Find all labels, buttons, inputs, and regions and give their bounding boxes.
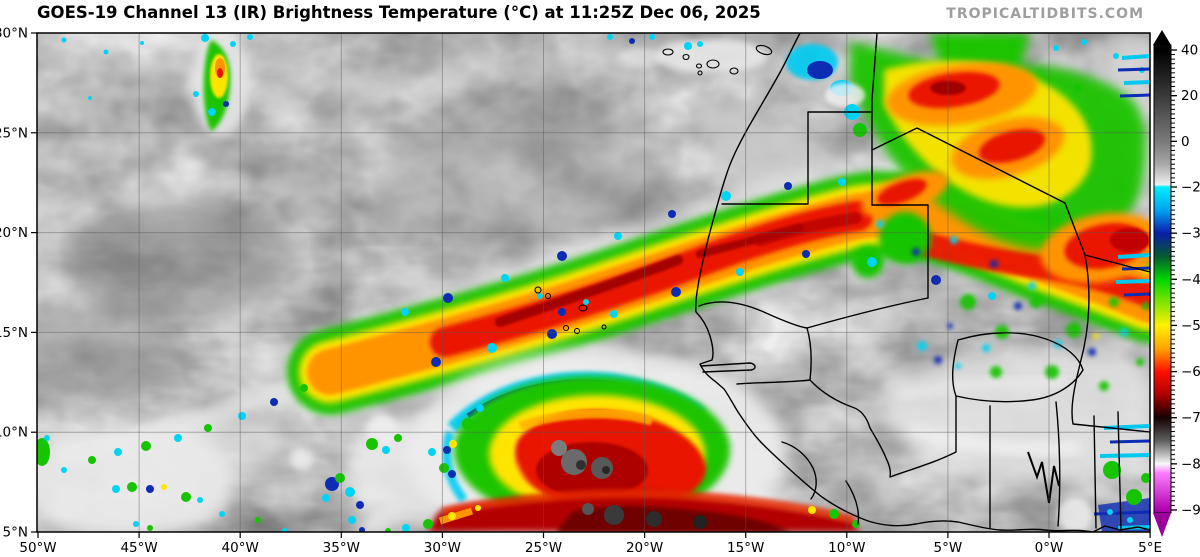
tropicaltidbits-watermark: TROPICALTIDBITS.COM xyxy=(946,6,1144,22)
x-tick-label: 40°W xyxy=(222,540,259,556)
colorbar-tick-label: 20 xyxy=(1181,88,1198,104)
y-axis: 30°N 25°N 20°N 15°N 10°N 5°N xyxy=(0,26,37,541)
africa-coastline xyxy=(695,33,1150,532)
colorbar-ticks: 40 20 0 −20 −30 −40 −50 −60 −70 −80 −90 xyxy=(1171,43,1200,519)
latlon-gridlines xyxy=(37,33,1150,532)
colorbar-bottom-arrow xyxy=(1153,513,1171,537)
scattered-convection-right xyxy=(876,220,1150,391)
burkina-faso-borders xyxy=(951,332,1084,403)
x-tick-label: 5°W xyxy=(934,540,963,556)
x-tick-label: 5°E xyxy=(1138,540,1162,556)
colorbar-tick-label: −60 xyxy=(1181,364,1200,380)
colorbar: 40 20 0 −20 −30 −40 −50 −60 −70 −80 −90 xyxy=(1153,30,1200,537)
sierra-leone-border xyxy=(781,441,817,500)
colorbar-gradient-bar xyxy=(1153,44,1172,514)
guinea-borders xyxy=(809,379,892,478)
southern-convective-system xyxy=(345,350,788,532)
cloud-speckles xyxy=(37,34,1145,532)
map-frame xyxy=(36,32,1151,533)
bottom-edge-convection xyxy=(385,489,860,532)
cape-verde-islands-outline xyxy=(534,286,607,335)
western-sahara-borders xyxy=(721,111,873,205)
y-tick-label: 15°N xyxy=(0,325,28,341)
x-tick-label: 0°W xyxy=(1035,540,1064,556)
colorbar-tick-label: −30 xyxy=(1181,226,1200,242)
canary-islands-outline xyxy=(662,44,773,76)
colorbar-tick-label: −20 xyxy=(1181,179,1200,195)
x-tick-label: 20°W xyxy=(626,540,663,556)
colorbar-tick-label: −50 xyxy=(1181,318,1200,334)
colorbar-top-arrow xyxy=(1153,30,1171,45)
x-axis: 50°W 45°W 40°W 35°W 30°W 25°W 20°W 15°W 10°W 5°W 0… xyxy=(19,532,1162,556)
gambia-border xyxy=(700,362,756,373)
colorbar-tick-label: −70 xyxy=(1181,410,1200,426)
y-tick-label: 30°N xyxy=(0,26,28,42)
y-tick-label: 20°N xyxy=(0,225,28,241)
y-tick-label: 25°N xyxy=(0,125,28,141)
image-title: GOES-19 Channel 13 (IR) Brightness Tempe… xyxy=(37,3,761,22)
x-tick-label: 50°W xyxy=(19,540,56,556)
ivory-coast-border xyxy=(889,395,957,478)
colorbar-tick-label: −40 xyxy=(1181,272,1200,288)
x-tick-label: 25°W xyxy=(525,540,562,556)
x-tick-label: 10°W xyxy=(828,540,865,556)
algeria-mali-niger-borders xyxy=(871,127,1150,433)
dark-ocean-patches xyxy=(37,110,670,400)
x-tick-label: 35°W xyxy=(323,540,360,556)
colorbar-tick-label: −90 xyxy=(1181,503,1200,519)
ghana-togo-benin-borders xyxy=(989,401,1122,531)
topleft-convective-cell xyxy=(191,33,253,138)
morocco-algeria-border xyxy=(871,33,878,206)
colorbar-tick-label: 40 xyxy=(1181,43,1198,59)
mauritania-mali-border xyxy=(806,204,929,329)
lake-volta-outline xyxy=(1027,451,1060,504)
y-tick-label: 5°N xyxy=(3,525,28,541)
colorbar-tick-label: 0 xyxy=(1181,134,1190,150)
senegal-borders xyxy=(698,301,812,385)
x-tick-label: 30°W xyxy=(424,540,461,556)
y-tick-label: 10°N xyxy=(0,425,28,441)
x-tick-label: 45°W xyxy=(120,540,157,556)
colorbar-tick-label: −80 xyxy=(1181,456,1200,472)
liberia-border xyxy=(845,480,860,525)
x-tick-label: 15°W xyxy=(727,540,764,556)
coastline-borders xyxy=(695,33,1150,532)
satellite-cloud-imagery xyxy=(37,33,1150,532)
